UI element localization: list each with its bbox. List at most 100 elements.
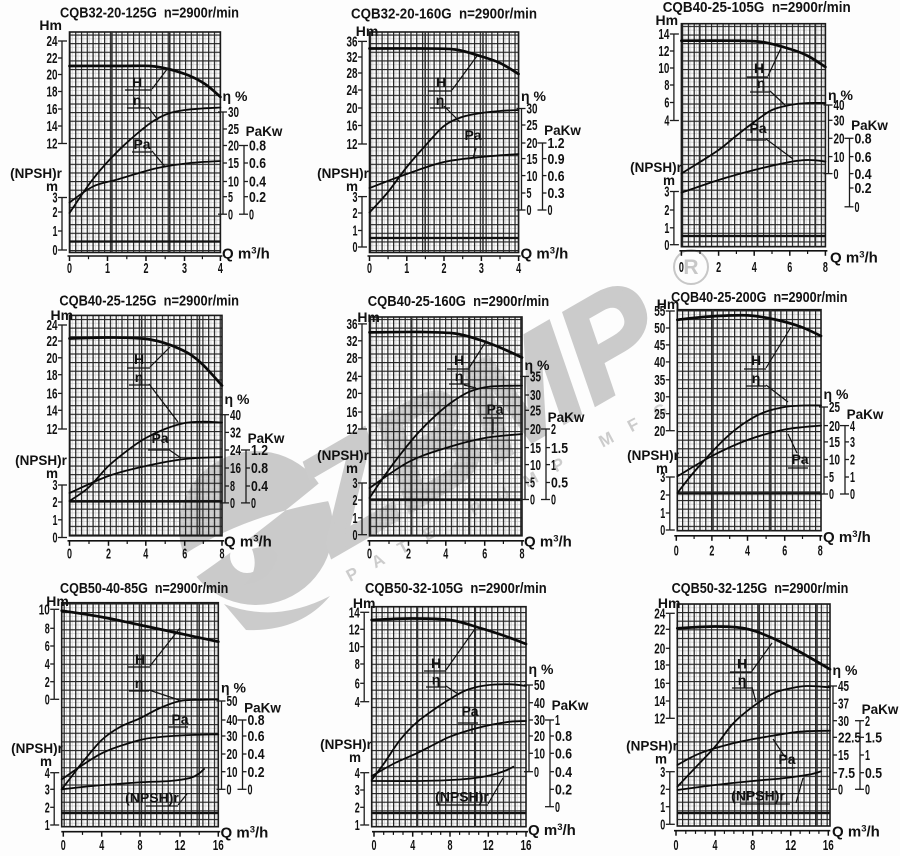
svg-text:m: m — [346, 461, 358, 476]
svg-text:PaKw: PaKw — [544, 123, 581, 138]
svg-text:20: 20 — [530, 421, 541, 438]
svg-text:14: 14 — [349, 605, 360, 622]
svg-text:1: 1 — [105, 260, 110, 277]
svg-text:14: 14 — [654, 693, 665, 710]
svg-text:10: 10 — [39, 602, 50, 619]
svg-text:16: 16 — [213, 837, 224, 854]
svg-text:η: η — [135, 675, 144, 691]
svg-text:12: 12 — [483, 837, 494, 854]
svg-text:Pa: Pa — [151, 430, 168, 446]
svg-text:2: 2 — [660, 782, 665, 799]
svg-text:m: m — [663, 173, 675, 188]
svg-text:14: 14 — [47, 118, 58, 135]
svg-text:0.4: 0.4 — [249, 174, 267, 191]
svg-text:2: 2 — [45, 674, 50, 691]
svg-text:2: 2 — [551, 421, 556, 438]
svg-text:CQB32-20-160G n=2900r/min: CQB32-20-160G n=2900r/min — [351, 7, 537, 23]
svg-text:η: η — [135, 369, 144, 385]
svg-text:Hm: Hm — [657, 296, 680, 312]
svg-text:2: 2 — [850, 452, 855, 469]
svg-text:0.4: 0.4 — [555, 764, 573, 781]
svg-text:Q m3/h: Q m3/h — [528, 822, 576, 839]
svg-text:5: 5 — [829, 469, 834, 486]
svg-text:6: 6 — [355, 676, 360, 693]
svg-text:Q m3/h: Q m3/h — [830, 250, 878, 267]
svg-text:4: 4 — [45, 765, 50, 782]
svg-text:30: 30 — [654, 389, 665, 406]
svg-text:H: H — [751, 352, 761, 368]
svg-text:2: 2 — [406, 546, 411, 563]
svg-text:η %: η % — [529, 661, 554, 677]
svg-text:10: 10 — [228, 174, 239, 191]
svg-text:η: η — [738, 672, 747, 688]
svg-text:0.4: 0.4 — [251, 478, 269, 495]
svg-text:(NPSH)r: (NPSH)r — [317, 166, 369, 181]
svg-text:0: 0 — [251, 495, 256, 512]
svg-text:Hm: Hm — [51, 307, 74, 323]
svg-text:(NPSH)r: (NPSH)r — [317, 448, 369, 463]
svg-text:0: 0 — [838, 782, 843, 799]
svg-text:8: 8 — [138, 837, 143, 854]
svg-text:6: 6 — [664, 95, 669, 112]
svg-text:0.4: 0.4 — [855, 166, 873, 183]
svg-text:2: 2 — [442, 260, 447, 277]
svg-text:0: 0 — [660, 817, 665, 834]
svg-text:Q m3/h: Q m3/h — [221, 825, 269, 842]
svg-text:10: 10 — [834, 149, 845, 166]
svg-text:3: 3 — [660, 469, 665, 486]
svg-text:CQB50-32-105G n=2900r/min: CQB50-32-105G n=2900r/min — [365, 581, 547, 597]
svg-text:Q m3/h: Q m3/h — [524, 534, 572, 551]
svg-text:H: H — [132, 74, 142, 90]
svg-text:0: 0 — [353, 527, 358, 544]
svg-text:45: 45 — [838, 678, 849, 695]
svg-text:H: H — [454, 352, 464, 368]
svg-text:2: 2 — [355, 800, 360, 817]
svg-text:8: 8 — [355, 656, 360, 673]
svg-text:0.3: 0.3 — [548, 185, 565, 202]
svg-text:m: m — [46, 466, 58, 481]
svg-text:25: 25 — [530, 403, 541, 420]
svg-text:1: 1 — [664, 220, 669, 237]
svg-text:m: m — [46, 179, 58, 194]
svg-text:7.5: 7.5 — [838, 765, 855, 782]
svg-text:0.6: 0.6 — [555, 746, 572, 763]
svg-text:Pa: Pa — [749, 120, 766, 136]
svg-text:0: 0 — [527, 202, 532, 219]
svg-text:0.6: 0.6 — [249, 155, 266, 172]
svg-text:η: η — [436, 92, 445, 108]
svg-text:8: 8 — [823, 259, 828, 276]
svg-text:4: 4 — [99, 837, 104, 854]
svg-text:PaKw: PaKw — [851, 118, 888, 133]
svg-text:40: 40 — [654, 354, 665, 371]
svg-text:8: 8 — [750, 837, 755, 854]
svg-text:Hm: Hm — [357, 309, 380, 325]
svg-text:CQB40-25-105G n=2900r/min: CQB40-25-105G n=2900r/min — [663, 0, 851, 16]
svg-text:3: 3 — [479, 260, 484, 277]
svg-text:20: 20 — [228, 138, 239, 155]
svg-text:m: m — [40, 754, 52, 769]
svg-text:6: 6 — [45, 638, 50, 655]
svg-text:0.6: 0.6 — [548, 168, 565, 185]
svg-text:24: 24 — [347, 369, 358, 386]
svg-text:10: 10 — [658, 60, 669, 77]
svg-text:16: 16 — [521, 837, 532, 854]
svg-text:12: 12 — [654, 711, 665, 728]
svg-text:0.2: 0.2 — [248, 764, 265, 781]
svg-text:(NPSH)r: (NPSH)r — [731, 788, 785, 804]
svg-text:η %: η % — [824, 386, 849, 402]
svg-text:H: H — [134, 351, 144, 367]
svg-text:30: 30 — [530, 387, 541, 404]
svg-text:0: 0 — [367, 260, 372, 277]
svg-text:22: 22 — [654, 622, 665, 639]
svg-text:0.2: 0.2 — [555, 782, 572, 799]
svg-text:0: 0 — [67, 546, 72, 563]
svg-text:1: 1 — [660, 799, 665, 816]
svg-text:(NPSH)r: (NPSH)r — [11, 741, 63, 756]
svg-text:(NPSH)r: (NPSH)r — [125, 790, 179, 806]
svg-text:2: 2 — [709, 543, 714, 560]
svg-text:25: 25 — [228, 121, 239, 138]
svg-text:24: 24 — [47, 33, 58, 50]
svg-text:m: m — [655, 752, 667, 767]
svg-text:20: 20 — [829, 418, 840, 435]
svg-text:4: 4 — [752, 259, 757, 276]
